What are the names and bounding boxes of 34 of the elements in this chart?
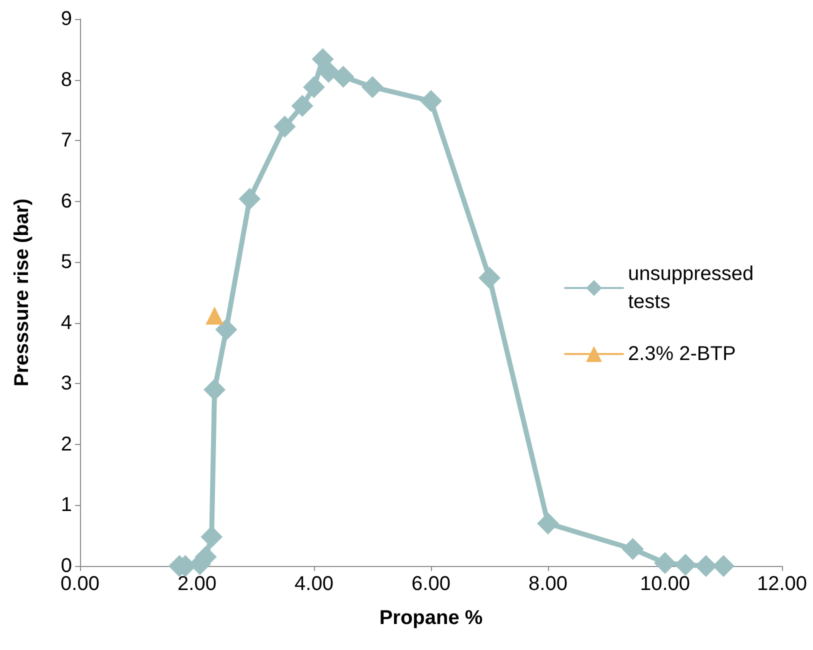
x-tick-label: 2.00 [178,573,216,595]
y-tick-label: 8 [60,68,72,91]
y-tick-label: 7 [60,130,72,152]
x-tick-label: 12.00 [756,573,808,595]
point [674,554,696,576]
y-tick-label: 4 [60,312,72,334]
y-tick-label: 1 [60,494,72,516]
y-tick-label: 2 [60,433,72,456]
point [654,552,676,574]
point [622,538,644,560]
point [537,512,559,534]
point [362,76,384,98]
x-tick-label: 8.00 [528,573,568,595]
point [478,266,500,289]
legend-label: 2.3% 2-BTP [628,343,736,365]
point [206,306,224,325]
y-axis-title: Presssure rise (bar) [11,198,33,386]
y-tick-label: 6 [60,190,72,212]
x-axis-title: Propane % [379,607,483,629]
y-tick-label: 3 [60,372,72,395]
x-tick-label: 4.00 [294,573,334,595]
x-tick-label: 6.00 [412,573,450,595]
point [332,66,354,88]
point [238,188,261,210]
point [215,318,238,341]
x-tick-label: 10.00 [640,573,690,595]
point [274,116,296,138]
y-tick-label: 9 [60,8,72,30]
legend-label: unsuppressed tests [628,263,760,313]
point [204,378,226,401]
point [303,76,325,98]
point [420,90,442,112]
y-tick-label: 5 [60,251,72,274]
point [291,94,314,117]
